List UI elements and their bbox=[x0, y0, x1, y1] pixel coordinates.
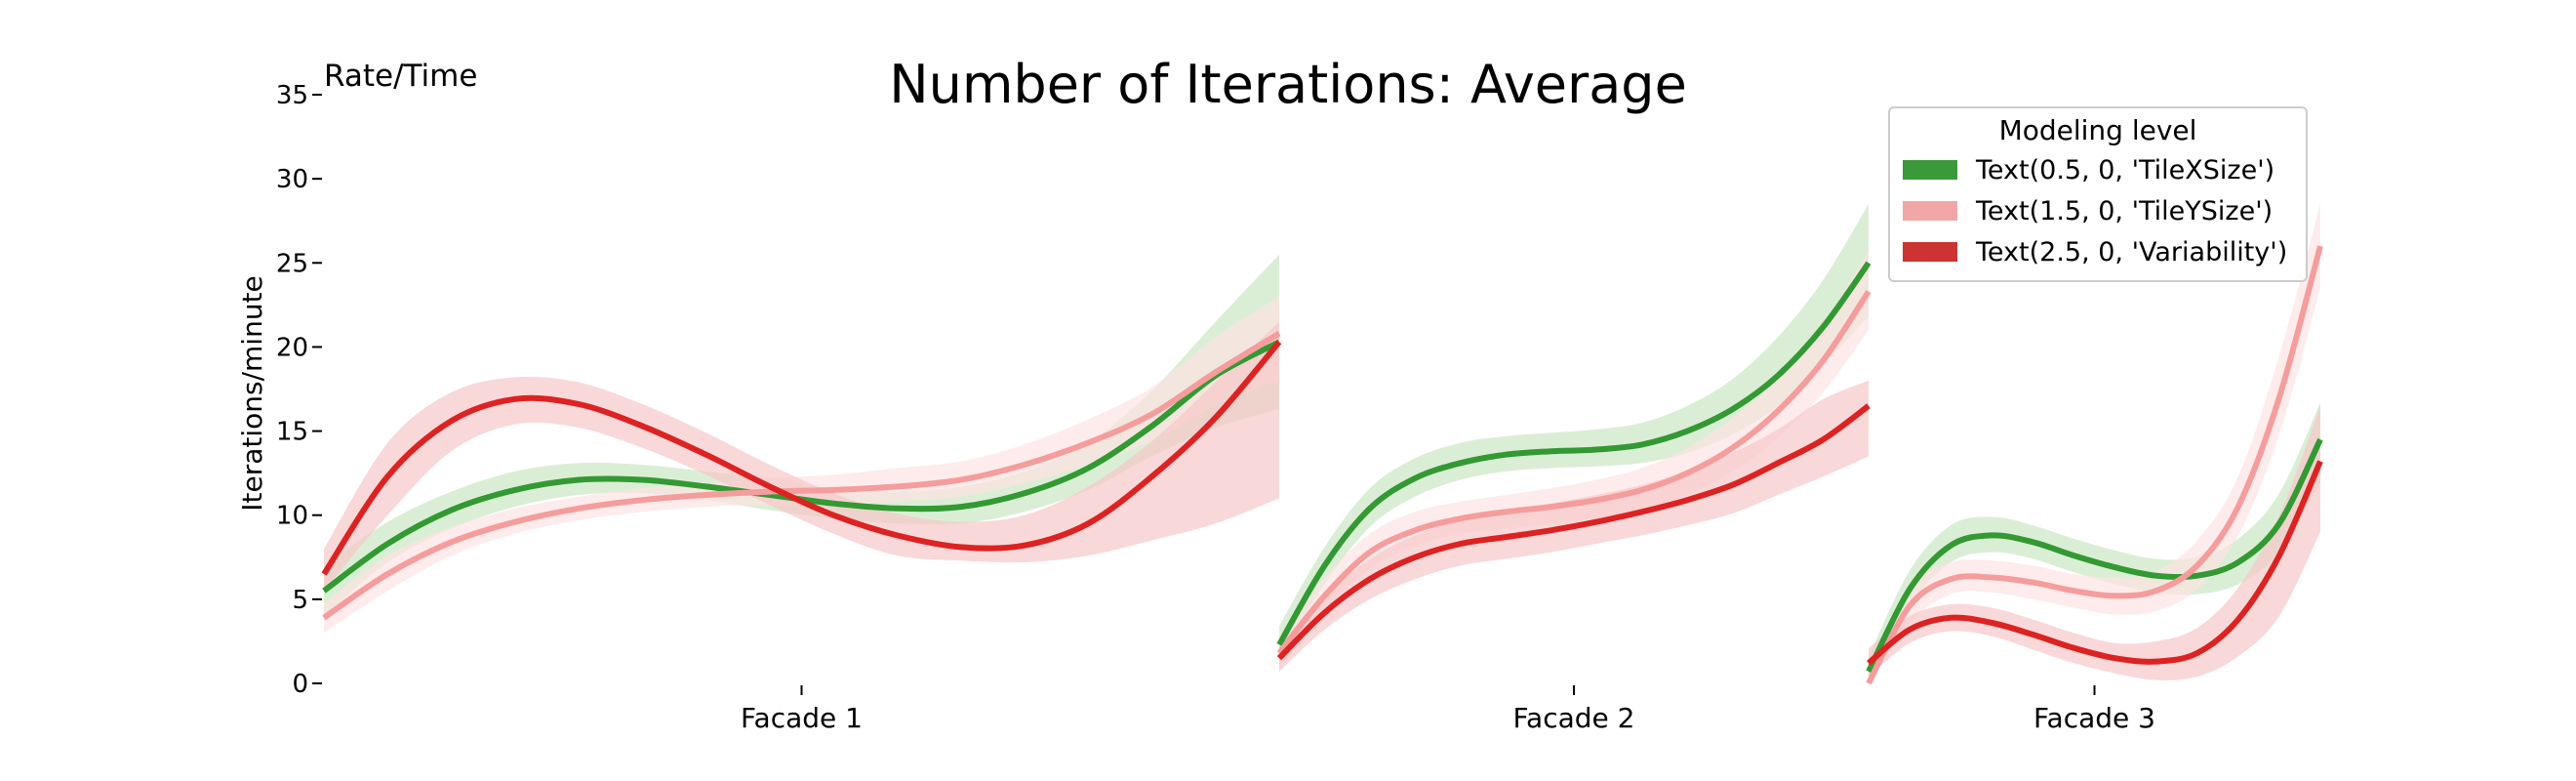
corner-label: Rate/Time bbox=[324, 59, 477, 94]
line-tileysize-3 bbox=[1866, 245, 2323, 685]
legend: Modeling level Text(0.5, 0, 'TileXSize')… bbox=[1888, 106, 2308, 282]
line-tilexsize-3 bbox=[1866, 437, 2323, 674]
line-tileysize-1 bbox=[322, 331, 1281, 621]
line-tileysize-2 bbox=[1276, 289, 1872, 655]
legend-entry-label: Text(2.5, 0, 'Variability') bbox=[1975, 237, 2287, 267]
panel-3 bbox=[1866, 204, 2323, 685]
y-tick-label: 20 bbox=[276, 333, 308, 362]
chart-title: Number of Iterations: Average bbox=[889, 54, 1687, 115]
line-variability-1 bbox=[321, 340, 1282, 576]
band-variability-1 bbox=[324, 321, 1279, 592]
legend-entry-label: Text(1.5, 0, 'TileYSize') bbox=[1975, 196, 2273, 226]
y-axis-label: Iterations/minute bbox=[236, 275, 268, 512]
y-tick-label: 25 bbox=[276, 249, 308, 278]
legend-frame bbox=[1888, 106, 2308, 282]
y-tick-label: 5 bbox=[292, 586, 308, 615]
band-variability-3 bbox=[1869, 405, 2320, 680]
x-tick-label: Facade 3 bbox=[2033, 702, 2155, 734]
legend-swatch bbox=[1903, 201, 1957, 221]
y-tick-label: 10 bbox=[276, 502, 308, 531]
line-variability-3 bbox=[1867, 460, 2323, 666]
line-variability-2 bbox=[1276, 403, 1871, 661]
y-tick-label: 30 bbox=[276, 165, 308, 194]
x-tick-label: Facade 2 bbox=[1513, 702, 1635, 734]
panel-2 bbox=[1276, 204, 1872, 672]
y-axis: 0 5 10 15 20 25 30 35 bbox=[276, 81, 322, 699]
y-tick-label: 15 bbox=[276, 418, 308, 447]
legend-entry-label: Text(0.5, 0, 'TileXSize') bbox=[1975, 155, 2274, 185]
y-tick-label: 0 bbox=[292, 670, 308, 699]
legend-entries: Text(0.5, 0, 'TileXSize') Text(1.5, 0, 'T… bbox=[1903, 155, 2287, 267]
legend-swatch bbox=[1903, 160, 1957, 180]
x-tick-label: Facade 1 bbox=[741, 702, 863, 734]
legend-title: Modeling level bbox=[1999, 114, 2197, 146]
band-tileysize-3 bbox=[1869, 204, 2320, 683]
plot-area bbox=[321, 204, 2323, 685]
x-axis: Facade 1 Facade 2 Facade 3 bbox=[741, 685, 2155, 734]
line-tilexsize-2 bbox=[1276, 261, 1872, 646]
y-tick-label: 35 bbox=[276, 81, 308, 110]
legend-swatch bbox=[1903, 242, 1957, 262]
panel-1 bbox=[321, 254, 1282, 634]
band-tileysize-1 bbox=[324, 296, 1279, 634]
